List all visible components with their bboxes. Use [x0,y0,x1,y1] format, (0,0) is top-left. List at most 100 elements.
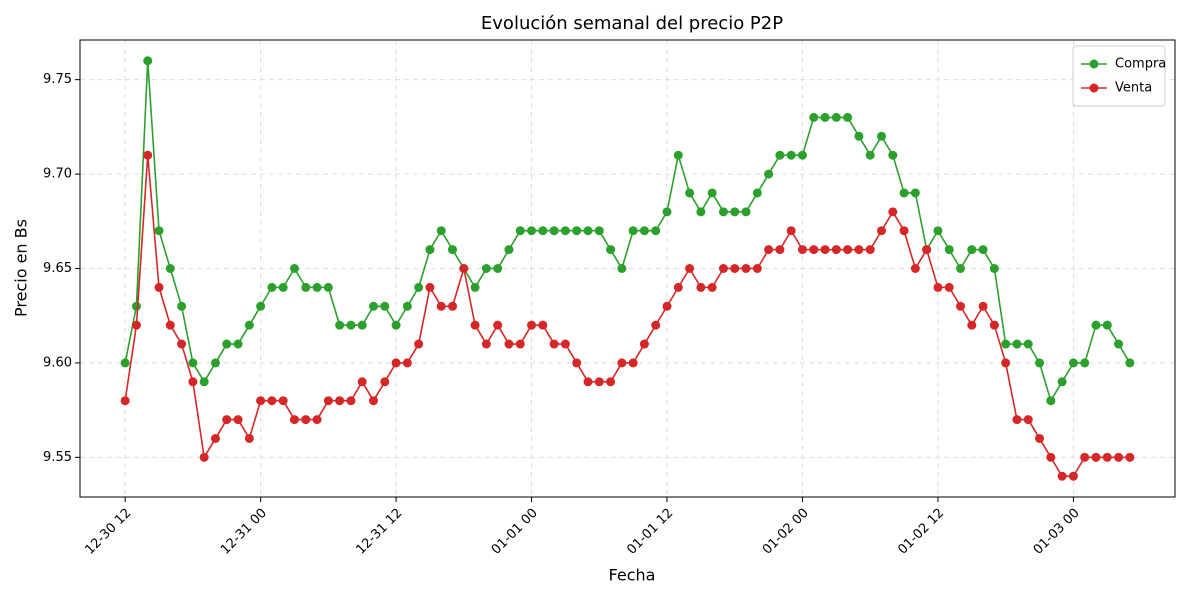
point [1102,320,1112,330]
point [493,320,503,330]
point [606,245,616,255]
point [910,264,920,273]
point [583,377,593,387]
point [380,377,390,387]
point [775,150,785,160]
point [639,339,649,349]
point [572,358,582,368]
point [538,320,548,330]
point [402,358,412,368]
point [301,415,311,425]
point [843,245,853,255]
point [775,245,785,255]
point [1035,358,1045,368]
point [764,245,774,255]
point [177,339,187,349]
point [899,226,909,236]
point [177,301,187,311]
point [1001,339,1011,349]
point [493,264,503,273]
point [967,320,977,330]
point [888,150,898,160]
point [335,320,345,330]
point [425,245,435,255]
point [436,301,446,311]
series-line [124,60,1131,403]
point [470,282,480,292]
point [639,226,649,236]
point [1091,320,1101,330]
point [1068,358,1078,368]
point [346,396,356,406]
point [312,415,322,425]
point [448,301,458,311]
point [210,358,220,368]
point [210,433,220,443]
point [617,264,627,273]
point [256,301,266,311]
point [357,377,367,387]
x-axis-label: Fecha [609,566,656,585]
point [685,188,695,198]
point [1046,452,1056,462]
x-tick-label: 01-03 00 [1031,506,1083,558]
point [718,207,728,217]
y-tick-label: 9.70 [43,167,72,182]
point [899,188,909,198]
point [730,264,740,273]
point [1125,358,1135,368]
point [425,282,435,292]
point [233,339,243,349]
point [820,112,830,122]
point [527,320,537,330]
point [831,112,841,122]
point [797,245,807,255]
x-tick-label: 12-31 12 [353,506,405,558]
point [1012,415,1022,425]
y-tick-label: 9.75 [43,72,72,87]
point [549,226,559,236]
point [741,207,751,217]
point [278,396,288,406]
point [256,396,266,406]
point [956,264,966,273]
point [956,301,966,311]
point [289,264,299,273]
point [1012,339,1022,349]
x-tick-label: 12-30 12 [83,506,135,558]
point [481,339,491,349]
point [1023,339,1033,349]
point [188,358,198,368]
point [685,264,695,273]
point [165,264,175,273]
point [1057,377,1067,387]
point [244,320,254,330]
point [594,377,604,387]
point [707,282,717,292]
point [673,150,683,160]
point [448,245,458,255]
point [312,282,322,292]
point [797,150,807,160]
point [865,245,875,255]
point [752,264,762,273]
legend-marker [1089,83,1099,93]
legend-label: Venta [1115,81,1152,96]
point [560,339,570,349]
point [933,282,943,292]
point [922,245,932,255]
point [809,112,819,122]
point [707,188,717,198]
point [673,282,683,292]
point [346,320,356,330]
point [583,226,593,236]
point [391,358,401,368]
point [752,188,762,198]
point [165,320,175,330]
point [741,264,751,273]
point [786,226,796,236]
point [662,207,672,217]
point [1068,471,1078,481]
point [967,245,977,255]
point [944,245,954,255]
